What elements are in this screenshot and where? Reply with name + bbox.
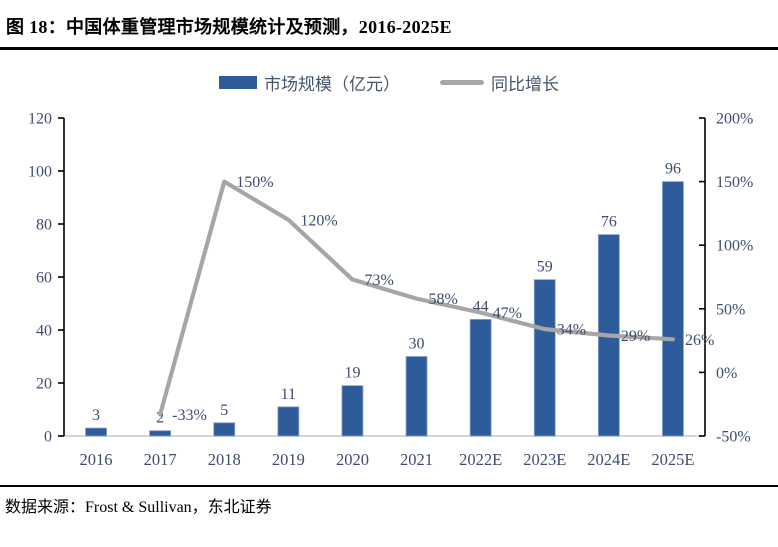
x-axis-label: 2019 — [272, 450, 305, 469]
bar — [85, 427, 107, 437]
bar-value-label: 3 — [92, 407, 100, 424]
legend-item-yoy-growth: 同比增长 — [440, 70, 559, 95]
y-axis-tick-label: 200% — [716, 111, 753, 128]
x-axis-label: 2021 — [400, 450, 433, 469]
x-axis-labels: 2016 2017 2018 2019 2020 2021 2022E 2023E 2024E 2… — [80, 450, 695, 469]
y-axis-right — [699, 117, 706, 437]
line-value-label: -33% — [172, 407, 207, 424]
y-axis-tick-label: -50% — [716, 429, 751, 446]
x-axis-label: 2022E — [459, 450, 502, 469]
line-value-label: 150% — [236, 174, 273, 191]
y-axis-tick-label: 20 — [36, 376, 52, 393]
bar — [469, 318, 492, 437]
line-value-label: 120% — [300, 212, 337, 229]
bar — [149, 430, 172, 437]
data-source: 数据来源：Frost & Sullivan，东北证券 — [5, 499, 272, 516]
x-axis-label: 2025E — [651, 450, 694, 469]
line-value-label: 47% — [493, 305, 522, 322]
bar — [213, 422, 236, 437]
chart-legend: 市场规模（亿元） 同比增长 — [0, 67, 778, 97]
title-divider — [0, 47, 778, 50]
bar — [662, 181, 684, 437]
line-value-label: 29% — [621, 328, 650, 345]
y-axis-tick-label: 120 — [28, 111, 52, 128]
bar-value-label: 11 — [281, 386, 296, 403]
line-swatch-icon — [440, 79, 484, 85]
x-axis-label: 2016 — [80, 450, 113, 469]
bar-swatch-icon — [219, 75, 257, 89]
x-axis-label: 2024E — [587, 450, 630, 469]
bar-value-label: 96 — [665, 161, 681, 178]
y-axis-tick-label: 100% — [716, 238, 753, 255]
y-axis-tick-label: 50% — [716, 301, 745, 318]
y-axis-left-labels: 0 20 40 60 80 100 120 — [28, 111, 52, 446]
bar — [341, 385, 364, 437]
legend-label-market-size: 市场规模（亿元） — [264, 74, 400, 94]
figure-title: 图 18：中国体重管理市场规模统计及预测，2016-2025E — [6, 17, 452, 37]
bar-value-label: 76 — [601, 214, 617, 231]
legend-item-market-size: 市场规模（亿元） — [219, 70, 400, 95]
y-axis-tick-label: 100 — [28, 164, 52, 181]
bar — [405, 356, 428, 437]
bar-value-label: 59 — [537, 259, 553, 276]
x-axis-label: 2020 — [336, 450, 369, 469]
y-axis-right-labels: -50% 0% 50% 100% 150% 200% — [716, 111, 753, 446]
x-axis-label: 2023E — [523, 450, 566, 469]
y-axis-left — [58, 117, 65, 437]
footer-divider — [0, 485, 778, 487]
bar-value-label: 2 — [156, 410, 164, 427]
bar-value-label: 19 — [344, 365, 360, 382]
y-axis-tick-label: 60 — [36, 270, 52, 287]
y-axis-tick-label: 0% — [716, 365, 737, 382]
y-axis-tick-label: 0 — [44, 429, 52, 446]
line-value-label: 58% — [429, 291, 458, 308]
bar — [277, 406, 300, 437]
line-value-label: 26% — [685, 332, 714, 349]
bar-value-label: 5 — [220, 402, 228, 419]
line-value-label: 34% — [557, 322, 586, 339]
growth-line — [158, 179, 676, 417]
x-axis-label: 2017 — [144, 450, 177, 469]
bar — [533, 279, 556, 437]
line-value-label: 73% — [364, 272, 393, 289]
bar-series — [85, 181, 684, 437]
y-axis-tick-label: 150% — [716, 174, 753, 191]
bar-value-label: 30 — [409, 336, 425, 353]
legend-label-yoy-growth: 同比增长 — [491, 74, 559, 94]
x-axis-label: 2018 — [208, 450, 241, 469]
y-axis-tick-label: 80 — [36, 217, 52, 234]
y-axis-tick-label: 40 — [36, 323, 52, 340]
chart-canvas: 0 20 40 60 80 100 120 -50% 0% 50% 100% 150% 200% 2016… — [28, 111, 753, 470]
line-value-labels: -33% 150% 120% 73% 58% 47% 34% 29% 26% — [172, 174, 714, 424]
